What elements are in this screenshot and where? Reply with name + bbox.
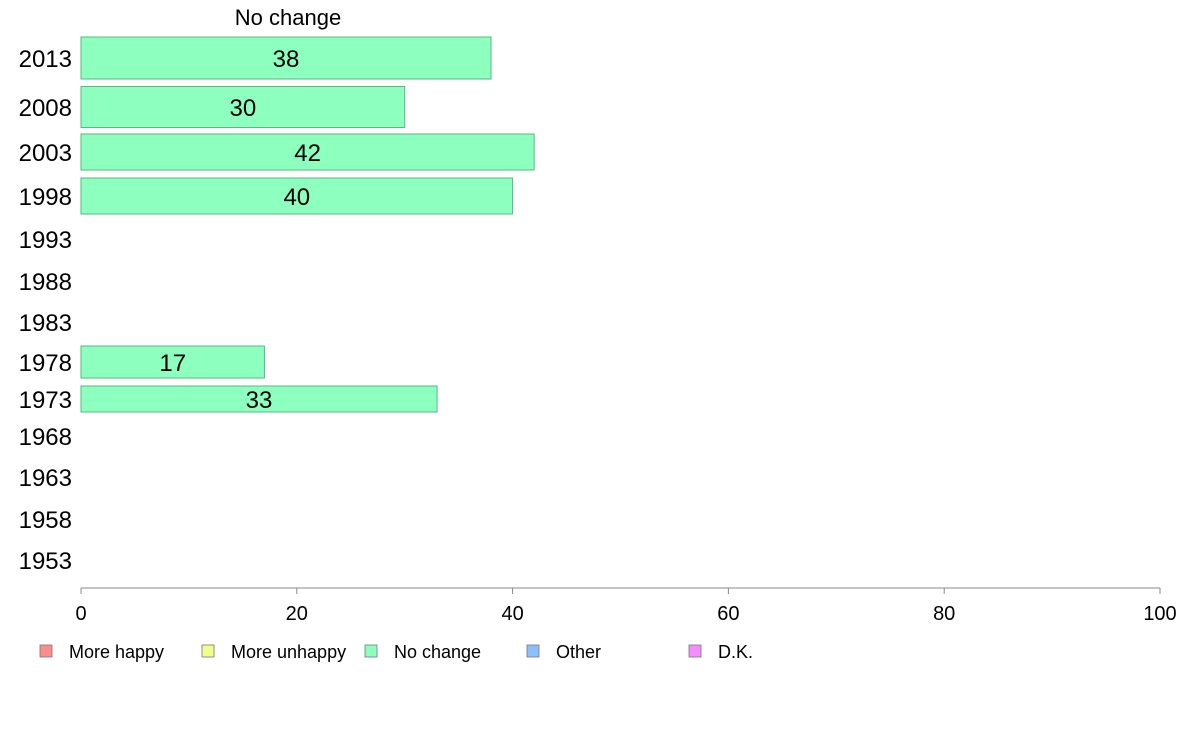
year-label: 1953	[19, 548, 72, 575]
legend-label: No change	[394, 642, 481, 662]
legend-label: Other	[556, 642, 601, 662]
year-label: 2013	[19, 46, 72, 73]
year-label: 1973	[19, 387, 72, 414]
x-tick-label: 60	[717, 603, 739, 625]
value-label-1973: 33	[246, 387, 273, 414]
value-label-2003: 42	[294, 140, 321, 167]
legend-swatch-no-change	[364, 644, 378, 658]
bar-1998	[80, 177, 514, 215]
x-tick-label: 20	[286, 603, 308, 625]
legend-swatch-more-unhappy	[201, 644, 215, 658]
legend-swatch-other	[526, 644, 540, 658]
year-label: 2003	[19, 140, 72, 167]
value-label-2013: 38	[273, 46, 300, 73]
year-label: 1968	[19, 424, 72, 451]
chart-title: No change	[235, 5, 341, 30]
year-label: 1998	[19, 184, 72, 211]
bar-2008	[80, 86, 406, 128]
legend-label: More unhappy	[231, 642, 346, 662]
year-label: 1988	[19, 269, 72, 296]
x-tick-label: 40	[501, 603, 523, 625]
year-label: 1983	[19, 310, 72, 337]
x-axis: 0 20 40 60 80 100	[75, 587, 1177, 625]
bar-2003	[80, 133, 535, 171]
year-labels-group: 2013 2008 2003 1998 1993 1988 1983 1978 1973 1968…	[19, 46, 72, 575]
year-label: 2008	[19, 95, 72, 122]
x-tick-label: 80	[933, 603, 955, 625]
value-label-1978: 17	[159, 350, 186, 377]
bars-group: 38 30 42 40 17 33	[80, 36, 535, 414]
value-label-2008: 30	[229, 95, 256, 122]
bar-2013	[80, 36, 492, 80]
legend: More happy More unhappy No change Other D.K.	[39, 642, 753, 662]
bar-1978	[80, 345, 265, 379]
legend-label: D.K.	[718, 642, 753, 662]
year-label: 1993	[19, 227, 72, 254]
legend-swatch-more-happy	[39, 644, 53, 658]
value-label-1998: 40	[283, 184, 310, 211]
legend-swatch-d-k-	[688, 644, 702, 658]
year-label: 1963	[19, 465, 72, 492]
legend-label: More happy	[69, 642, 164, 662]
x-tick-label: 0	[75, 603, 86, 625]
bar-1973	[80, 385, 438, 413]
year-label: 1978	[19, 350, 72, 377]
x-tick-label: 100	[1143, 603, 1176, 625]
year-label: 1958	[19, 507, 72, 534]
